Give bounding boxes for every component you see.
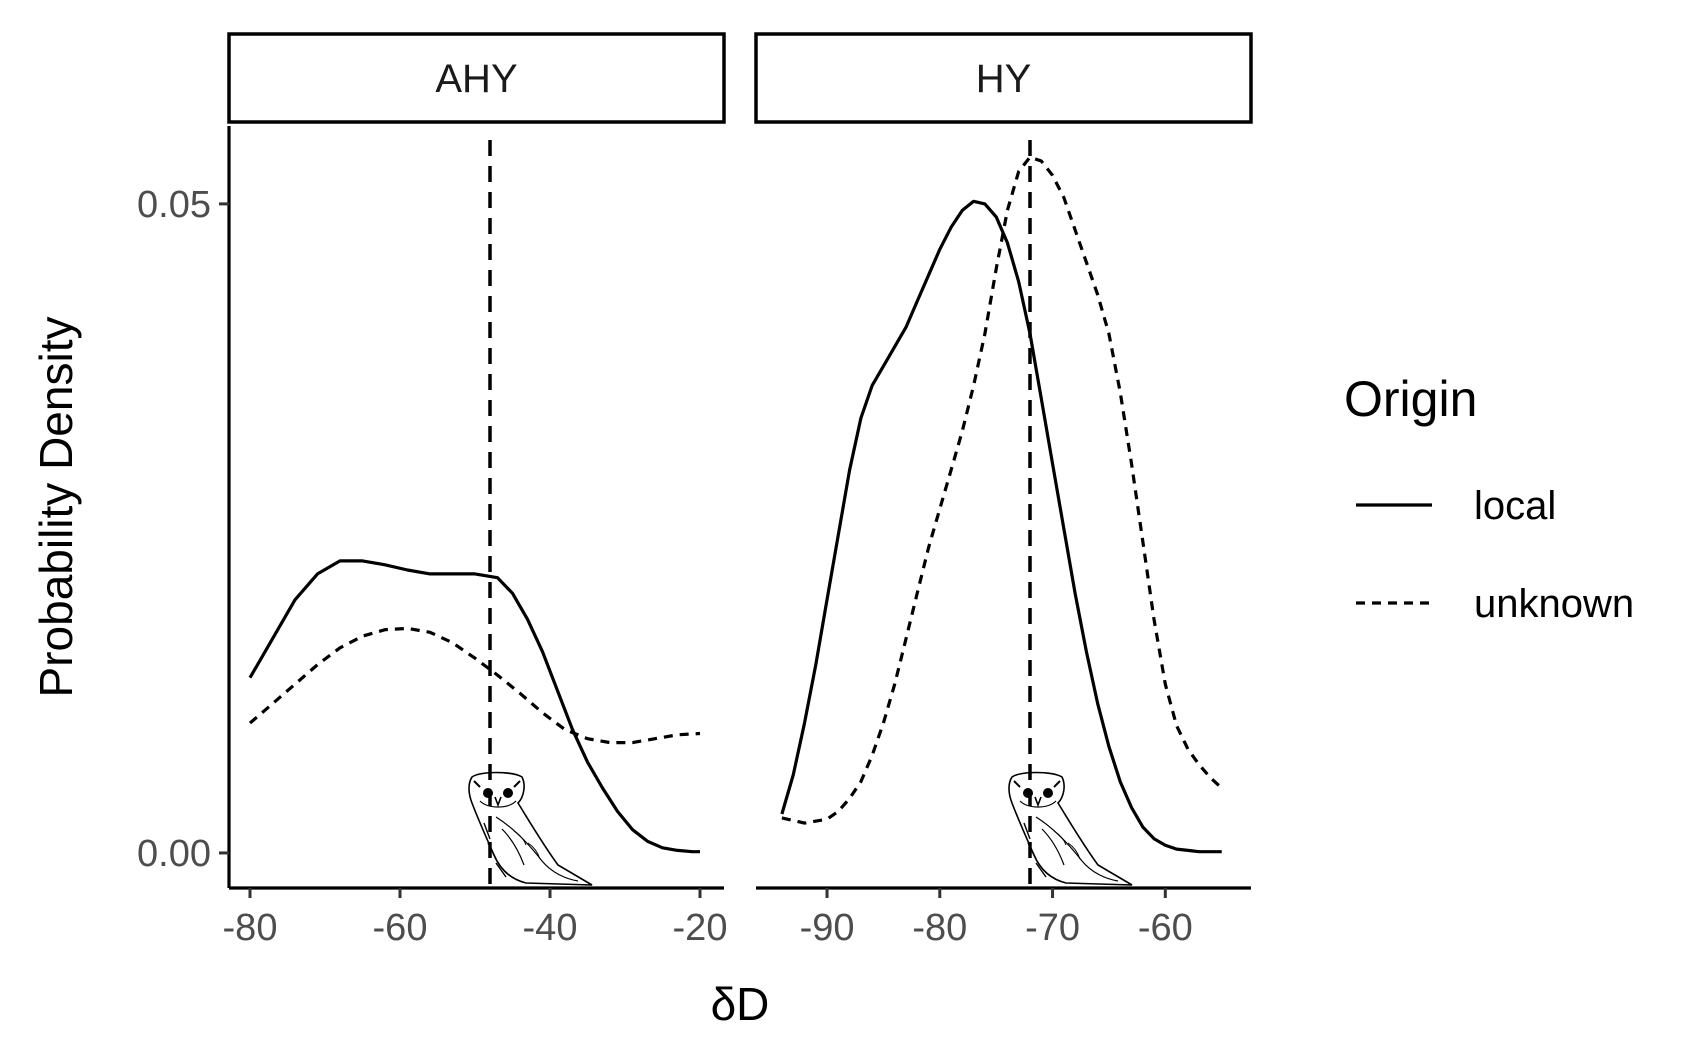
legend-label-unknown: unknown [1474,582,1634,626]
x-tick-label: -20 [673,907,728,949]
y-tick-label: 0.00 [137,833,211,875]
series-line-unknown-hy [781,155,1223,825]
facet-label-hy: HY [976,57,1032,101]
x-tick-label: -80 [912,907,967,949]
series-line-unknown-ahy [248,626,701,745]
x-tick-label: -40 [523,907,578,949]
y-axis-title: Probability Density [30,317,82,698]
series-line-local-ahy [248,559,700,854]
owl-icon [468,771,593,886]
x-tick-label: -60 [1138,907,1193,949]
x-tick-label: -70 [1025,907,1080,949]
facet-label-ahy: AHY [435,57,517,101]
series-line-local-hy [780,199,1222,854]
x-tick-label: -80 [223,907,278,949]
x-axis-title: δD [711,978,770,1030]
owl-icon [1007,771,1133,886]
y-tick-label: 0.05 [137,184,211,226]
x-tick-label: -90 [800,907,855,949]
legend-title: Origin [1344,371,1477,427]
x-tick-label: -60 [373,907,428,949]
facet-strip-hy [754,32,1253,124]
legend-label-local: local [1474,484,1556,528]
facet-strip-ahy [227,32,726,124]
